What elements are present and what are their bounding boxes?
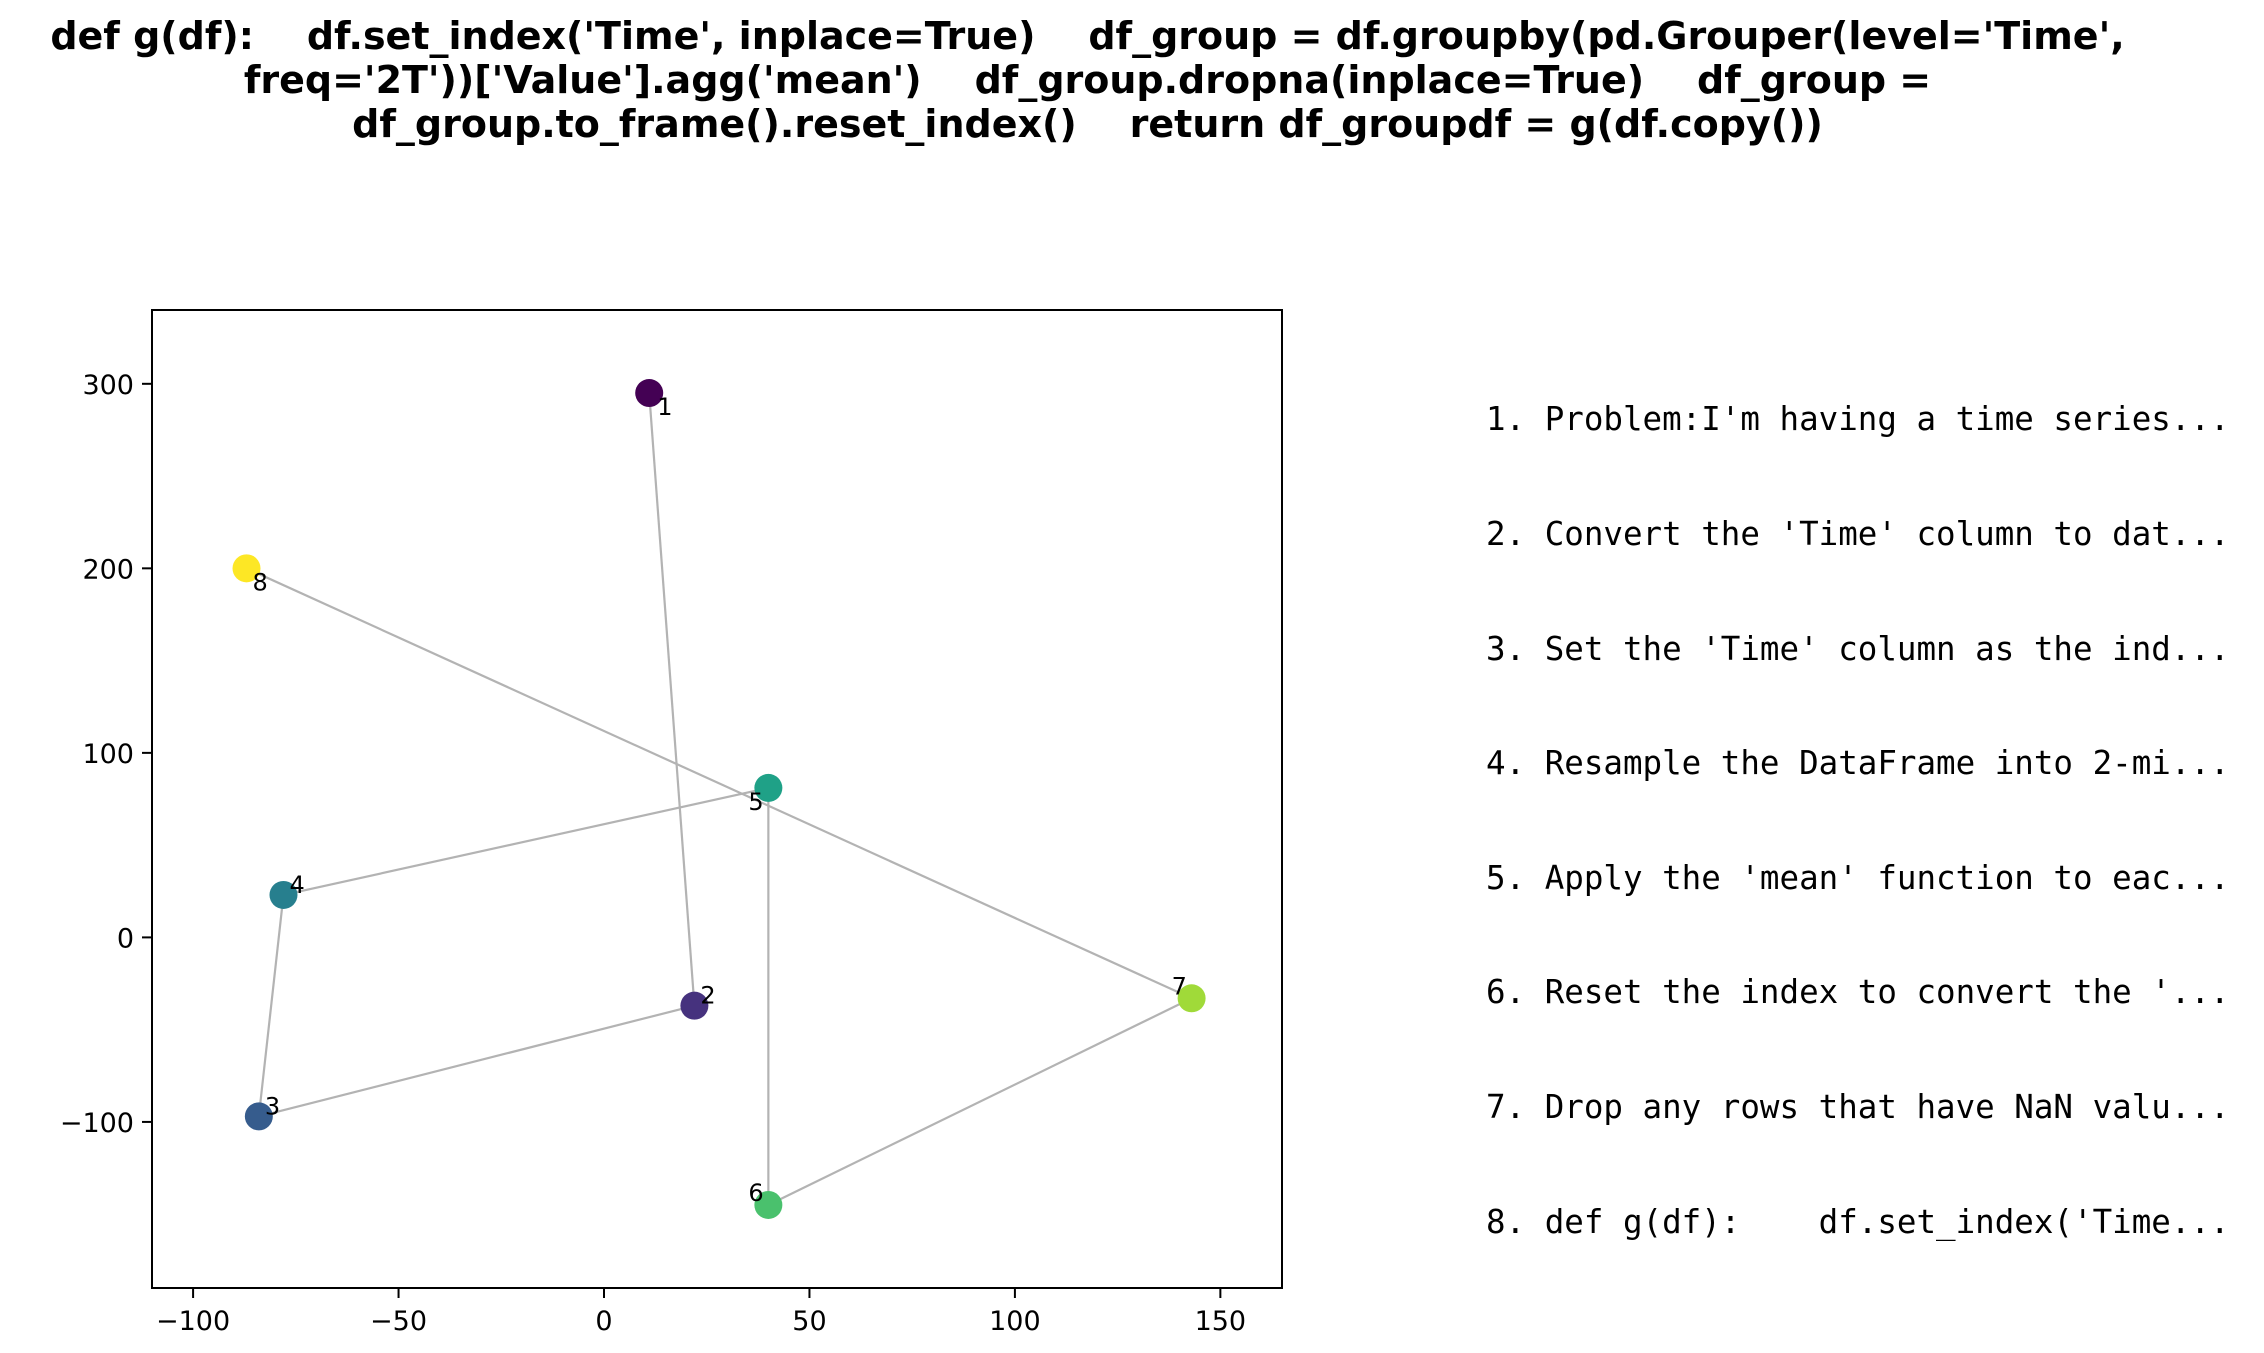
y-tick-label: 200 (82, 554, 134, 585)
data-point-8 (232, 554, 261, 583)
chart-title-line-3: df_group.to_frame().reset_index() return… (352, 102, 1823, 146)
point-label-5: 5 (748, 788, 763, 816)
x-tick-label: 150 (1195, 1306, 1247, 1337)
point-label-4: 4 (289, 871, 304, 899)
x-tick-label: 50 (792, 1306, 826, 1337)
x-tick-label: 0 (595, 1306, 612, 1337)
data-point-7 (1177, 984, 1206, 1013)
step-item: 8. def g(df): df.set_index('Time... (1486, 1202, 2230, 1241)
connector-line (283, 786, 769, 897)
step-item: 7. Drop any rows that have NaN valu... (1486, 1088, 2230, 1127)
x-axis: −100 −50 0 50 100 150 (156, 1288, 1246, 1337)
step-item: 3. Set the 'Time' column as the ind... (1486, 629, 2230, 668)
connector-line (648, 392, 696, 1006)
connector-line (767, 997, 1193, 1206)
y-tick-label: 300 (82, 370, 134, 401)
step-item: 1. Problem:I'm having a time series... (1486, 400, 2230, 439)
step-item: 5. Apply the 'mean' function to eac... (1486, 858, 2230, 897)
data-point-2 (680, 991, 709, 1020)
connector-line (258, 1004, 695, 1118)
y-tick-label: −100 (60, 1108, 134, 1139)
steps-list: 1. Problem:I'm having a time series... 2… (1486, 324, 2230, 1279)
y-tick-label: 100 (82, 739, 134, 770)
point-label-2: 2 (700, 982, 715, 1010)
point-label-1: 1 (657, 393, 672, 421)
step-item: 4. Resample the DataFrame into 2-mi... (1486, 744, 2230, 783)
point-label-3: 3 (265, 1092, 280, 1120)
step-item: 2. Convert the 'Time' column to dat... (1486, 515, 2230, 554)
chart-title-line-2: freq='2T'))['Value'].agg('mean') df_grou… (243, 58, 1932, 102)
data-points (232, 379, 1206, 1219)
point-label-8: 8 (253, 568, 268, 596)
point-label-6: 6 (748, 1179, 763, 1207)
y-axis: −100 0 100 200 300 (60, 370, 152, 1139)
plot-area-frame (151, 309, 1283, 1289)
point-label-7: 7 (1172, 972, 1187, 1000)
data-point-1 (635, 379, 664, 408)
data-point-5 (754, 773, 783, 802)
chart-title-line-1: def g(df): df.set_index('Time', inplace=… (50, 14, 2125, 58)
x-tick-label: −100 (156, 1306, 230, 1337)
chart-title: def g(df): df.set_index('Time', inplace=… (0, 14, 2175, 146)
connector-line (246, 567, 1193, 1000)
x-tick-label: 100 (989, 1306, 1041, 1337)
point-labels: 1 2 3 4 5 6 7 8 (253, 393, 1187, 1207)
connector-line (257, 894, 285, 1117)
data-point-4 (269, 880, 298, 909)
x-tick-label: −50 (370, 1306, 427, 1337)
step-item: 6. Reset the index to convert the '... (1486, 973, 2230, 1012)
data-point-3 (244, 1102, 273, 1131)
y-tick-label: 0 (117, 923, 134, 954)
connecting-lines (246, 392, 1193, 1206)
data-point-6 (754, 1190, 783, 1219)
